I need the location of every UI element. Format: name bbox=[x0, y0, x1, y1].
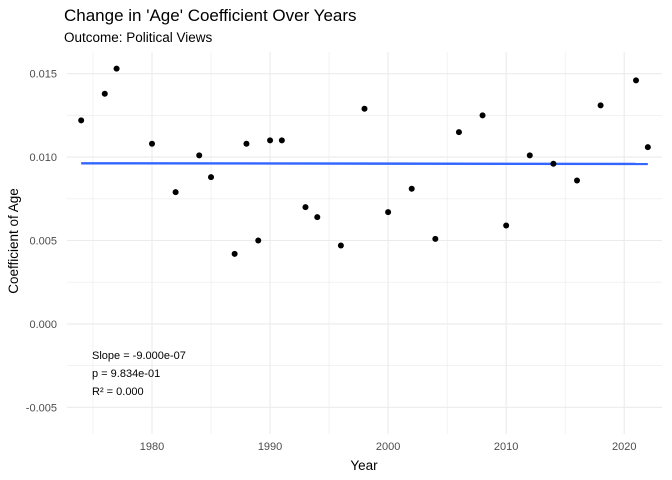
chart-subtitle: Outcome: Political Views bbox=[64, 30, 213, 45]
data-point bbox=[633, 77, 640, 84]
data-point bbox=[255, 237, 262, 244]
data-point bbox=[113, 65, 120, 72]
x-tick-label: 2020 bbox=[612, 441, 636, 453]
gridlines bbox=[67, 52, 662, 434]
trend-line bbox=[81, 162, 648, 166]
data-point bbox=[208, 174, 215, 181]
data-point bbox=[644, 144, 651, 151]
y-axis-title: Coefficient of Age bbox=[6, 188, 21, 294]
data-point bbox=[314, 214, 321, 221]
data-points bbox=[78, 65, 651, 257]
x-tick-label: 2010 bbox=[494, 441, 518, 453]
x-axis-title: Year bbox=[350, 458, 378, 473]
data-point bbox=[550, 160, 557, 167]
data-point bbox=[172, 189, 179, 196]
data-point bbox=[597, 102, 604, 109]
x-tick-label: 2000 bbox=[376, 441, 400, 453]
y-tick-label: 0.010 bbox=[29, 152, 57, 164]
data-point bbox=[432, 235, 439, 242]
data-point bbox=[479, 112, 486, 119]
chart-title: Change in 'Age' Coefficient Over Years bbox=[64, 6, 357, 25]
data-point bbox=[408, 185, 415, 192]
y-tick-label: 0.000 bbox=[29, 319, 57, 331]
x-tick-label: 1980 bbox=[140, 441, 164, 453]
x-axis-ticks: 1980 1990 2000 2010 2020 bbox=[140, 441, 637, 453]
data-point bbox=[101, 90, 108, 97]
data-point bbox=[231, 250, 238, 257]
data-point bbox=[503, 222, 510, 229]
data-point bbox=[278, 137, 285, 144]
data-point bbox=[361, 105, 368, 112]
slope-annotation: Slope = -9.000e-07 bbox=[92, 350, 186, 362]
data-point bbox=[574, 177, 580, 184]
data-point bbox=[243, 140, 250, 147]
data-point bbox=[337, 242, 344, 249]
data-point bbox=[526, 152, 533, 159]
data-point bbox=[302, 204, 309, 211]
y-tick-label: 0.005 bbox=[29, 235, 57, 247]
p-value-annotation: p = 9.834e-01 bbox=[92, 368, 160, 380]
y-tick-label: 0.015 bbox=[29, 69, 57, 81]
y-axis-ticks: -0.005 0.000 0.005 0.010 0.015 bbox=[26, 69, 57, 415]
y-tick-label: -0.005 bbox=[26, 402, 57, 414]
data-point bbox=[149, 140, 155, 147]
stats-annotation: Slope = -9.000e-07 p = 9.834e-01 R² = 0.… bbox=[92, 350, 186, 398]
data-point bbox=[385, 209, 392, 216]
data-point bbox=[78, 117, 85, 124]
x-tick-label: 1990 bbox=[258, 441, 282, 453]
data-point bbox=[196, 152, 203, 159]
data-point bbox=[267, 137, 274, 144]
r-squared-annotation: R² = 0.000 bbox=[92, 386, 144, 398]
data-point bbox=[455, 129, 462, 136]
trend-line-layer bbox=[81, 162, 648, 166]
